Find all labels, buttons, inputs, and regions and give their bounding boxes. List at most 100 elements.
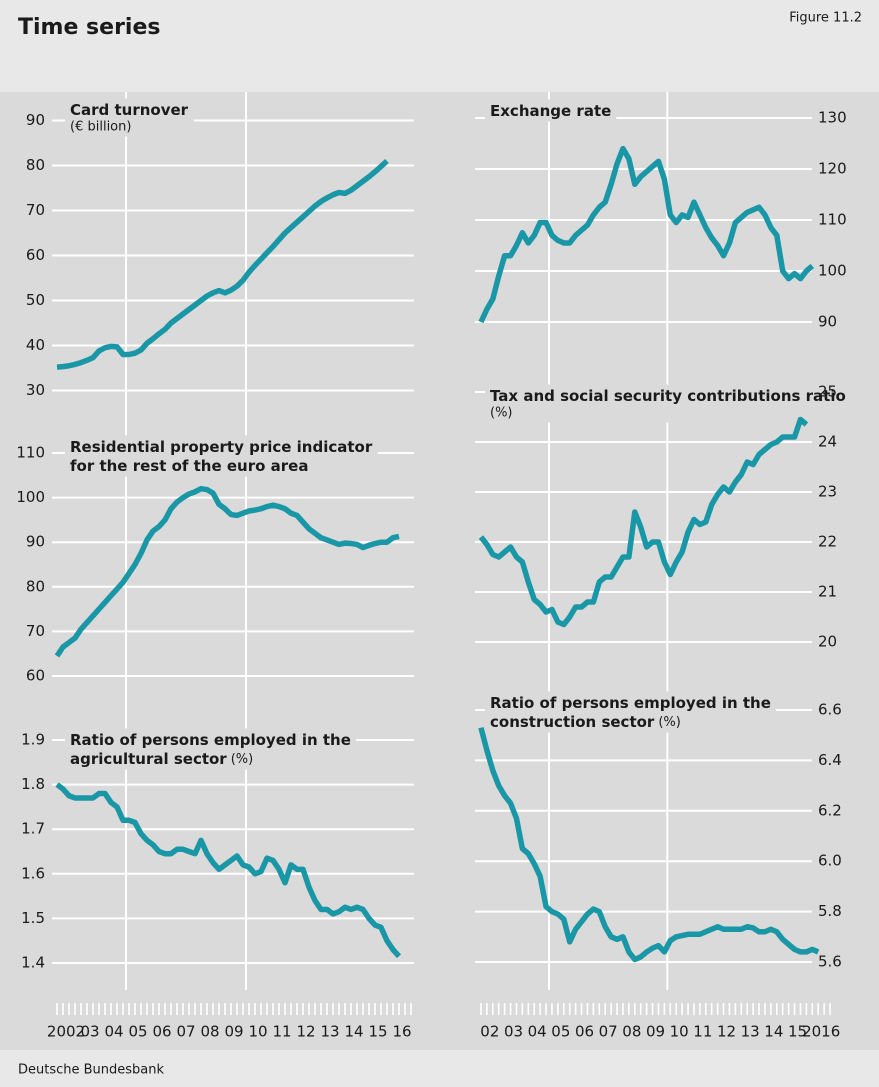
panel-title-line: construction sector (%) <box>490 713 681 731</box>
panel-title-text: Card turnover <box>70 101 189 119</box>
line-layer <box>54 145 820 963</box>
x-tick-label: 04 <box>528 1023 547 1041</box>
panel-title: Residential property price indicatorfor … <box>65 435 378 477</box>
panel-title-text: Tax and social security contributions ra… <box>490 387 846 405</box>
panel-title-line: Ratio of persons employed in the <box>490 694 771 712</box>
panel-title-line: Card turnover <box>70 101 189 119</box>
y-tick-label: 50 <box>26 291 45 309</box>
panel-title-line: Residential property price indicator <box>70 438 373 456</box>
panel-title: Tax and social security contributions ra… <box>485 384 851 423</box>
x-tick-label: 09 <box>646 1023 665 1041</box>
x-tick-label: 03 <box>504 1023 523 1041</box>
y-tick-label: 70 <box>26 201 45 219</box>
y-tick-label: 60 <box>26 667 45 685</box>
y-tick-label: 6.4 <box>818 751 842 769</box>
figure-number: Figure 11.2 <box>789 11 862 26</box>
y-tick-label: 120 <box>818 160 847 178</box>
y-tick-label: 1.4 <box>21 954 45 972</box>
x-tick-label: 2002 <box>47 1023 85 1041</box>
y-tick-label: 70 <box>26 622 45 640</box>
x-tick-label: 10 <box>248 1023 267 1041</box>
panel-unit: (%) <box>658 715 681 730</box>
panel-title-text: Ratio of persons employed in the <box>70 731 351 749</box>
y-tick-label: 100 <box>818 262 847 280</box>
data-line <box>55 782 402 959</box>
y-tick-label: 5.8 <box>818 902 842 920</box>
panel-title-text: construction sector <box>490 713 655 731</box>
panel-title: Ratio of persons employed in theconstruc… <box>485 691 776 733</box>
y-tick-label: 30 <box>26 381 45 399</box>
y-tick-label: 1.9 <box>21 731 45 749</box>
x-tick-label: 14 <box>344 1023 363 1041</box>
y-tick-label: 60 <box>26 246 45 264</box>
panel-unit: (%) <box>490 406 513 421</box>
y-tick-label: 40 <box>26 336 45 354</box>
y-tick-label: 20 <box>818 633 837 651</box>
panel-title-line: Ratio of persons employed in the <box>70 731 351 749</box>
panel-unit: (€ billion) <box>70 120 131 135</box>
x-tick-label: 08 <box>622 1023 641 1041</box>
y-tick-label: 6.2 <box>818 801 842 819</box>
data-line <box>478 726 820 963</box>
source: Deutsche Bundesbank <box>18 1063 165 1078</box>
panel-title-text: agricultural sector <box>70 750 227 768</box>
x-tick-label: 10 <box>670 1023 689 1041</box>
x-tick-label: 12 <box>717 1023 736 1041</box>
x-tick-label: 12 <box>296 1023 315 1041</box>
x-tick-label: 2016 <box>802 1023 840 1041</box>
y-tick-label: 6.6 <box>818 701 842 719</box>
y-tick-label: 130 <box>818 109 847 127</box>
chart-area <box>0 92 879 1050</box>
panel-title-text: Ratio of persons employed in the <box>490 694 771 712</box>
x-tick-label: 14 <box>764 1023 783 1041</box>
figure-title: Time series <box>18 15 160 40</box>
x-tick-label: 07 <box>176 1023 195 1041</box>
y-tick-label: 5.6 <box>818 953 842 971</box>
panel-title-background <box>485 384 851 423</box>
data-line <box>478 145 815 324</box>
panel-title-background <box>65 435 378 477</box>
x-tick-label: 05 <box>128 1023 147 1041</box>
y-tick-label: 22 <box>818 533 837 551</box>
y-tick-label: 1.6 <box>21 864 45 882</box>
grid-layer <box>52 92 812 990</box>
panel-unit: (%) <box>231 752 254 767</box>
y-tick-label: 90 <box>26 533 45 551</box>
panel-title-text: Residential property price indicator <box>70 438 373 456</box>
x-tick-label: 07 <box>599 1023 618 1041</box>
y-tick-label: 1.8 <box>21 775 45 793</box>
y-tick-label: 90 <box>26 111 45 129</box>
panel-title-background <box>485 99 617 122</box>
y-tick-label: 23 <box>818 483 837 501</box>
panel-title-text: for the rest of the euro area <box>70 457 308 475</box>
y-tick-label: 100 <box>16 488 45 506</box>
data-line <box>54 485 400 658</box>
x-tick-label: 15 <box>368 1023 387 1041</box>
x-tick-label: 09 <box>224 1023 243 1041</box>
x-tick-label: 16 <box>392 1023 411 1041</box>
x-tick-label: 08 <box>200 1023 219 1041</box>
y-tick-label: 21 <box>818 583 837 601</box>
x-tick-label: 05 <box>551 1023 570 1041</box>
x-tick-label: 06 <box>575 1023 594 1041</box>
panel-title-background <box>485 691 776 733</box>
y-tick-label: 110 <box>16 444 45 462</box>
y-tick-label: 1.5 <box>21 909 45 927</box>
y-tick-label: 24 <box>818 433 837 451</box>
y-tick-label: 6.0 <box>818 852 842 870</box>
y-tick-label: 80 <box>26 577 45 595</box>
x-tick-label: 15 <box>788 1023 807 1041</box>
x-tick-label: 02 <box>480 1023 499 1041</box>
data-line <box>56 158 389 370</box>
x-tick-label: 11 <box>693 1023 712 1041</box>
panel-title-background <box>65 728 356 770</box>
panel-title: Ratio of persons employed in theagricult… <box>65 728 356 770</box>
panel-title-line: Tax and social security contributions ra… <box>490 387 846 405</box>
panel-title: Card turnover(€ billion) <box>65 98 194 137</box>
y-tick-label: 25 <box>818 383 837 401</box>
x-tick-label: 06 <box>152 1023 171 1041</box>
data-line <box>478 416 809 628</box>
x-tick-label: 13 <box>741 1023 760 1041</box>
panel-title-line: for the rest of the euro area <box>70 457 308 475</box>
